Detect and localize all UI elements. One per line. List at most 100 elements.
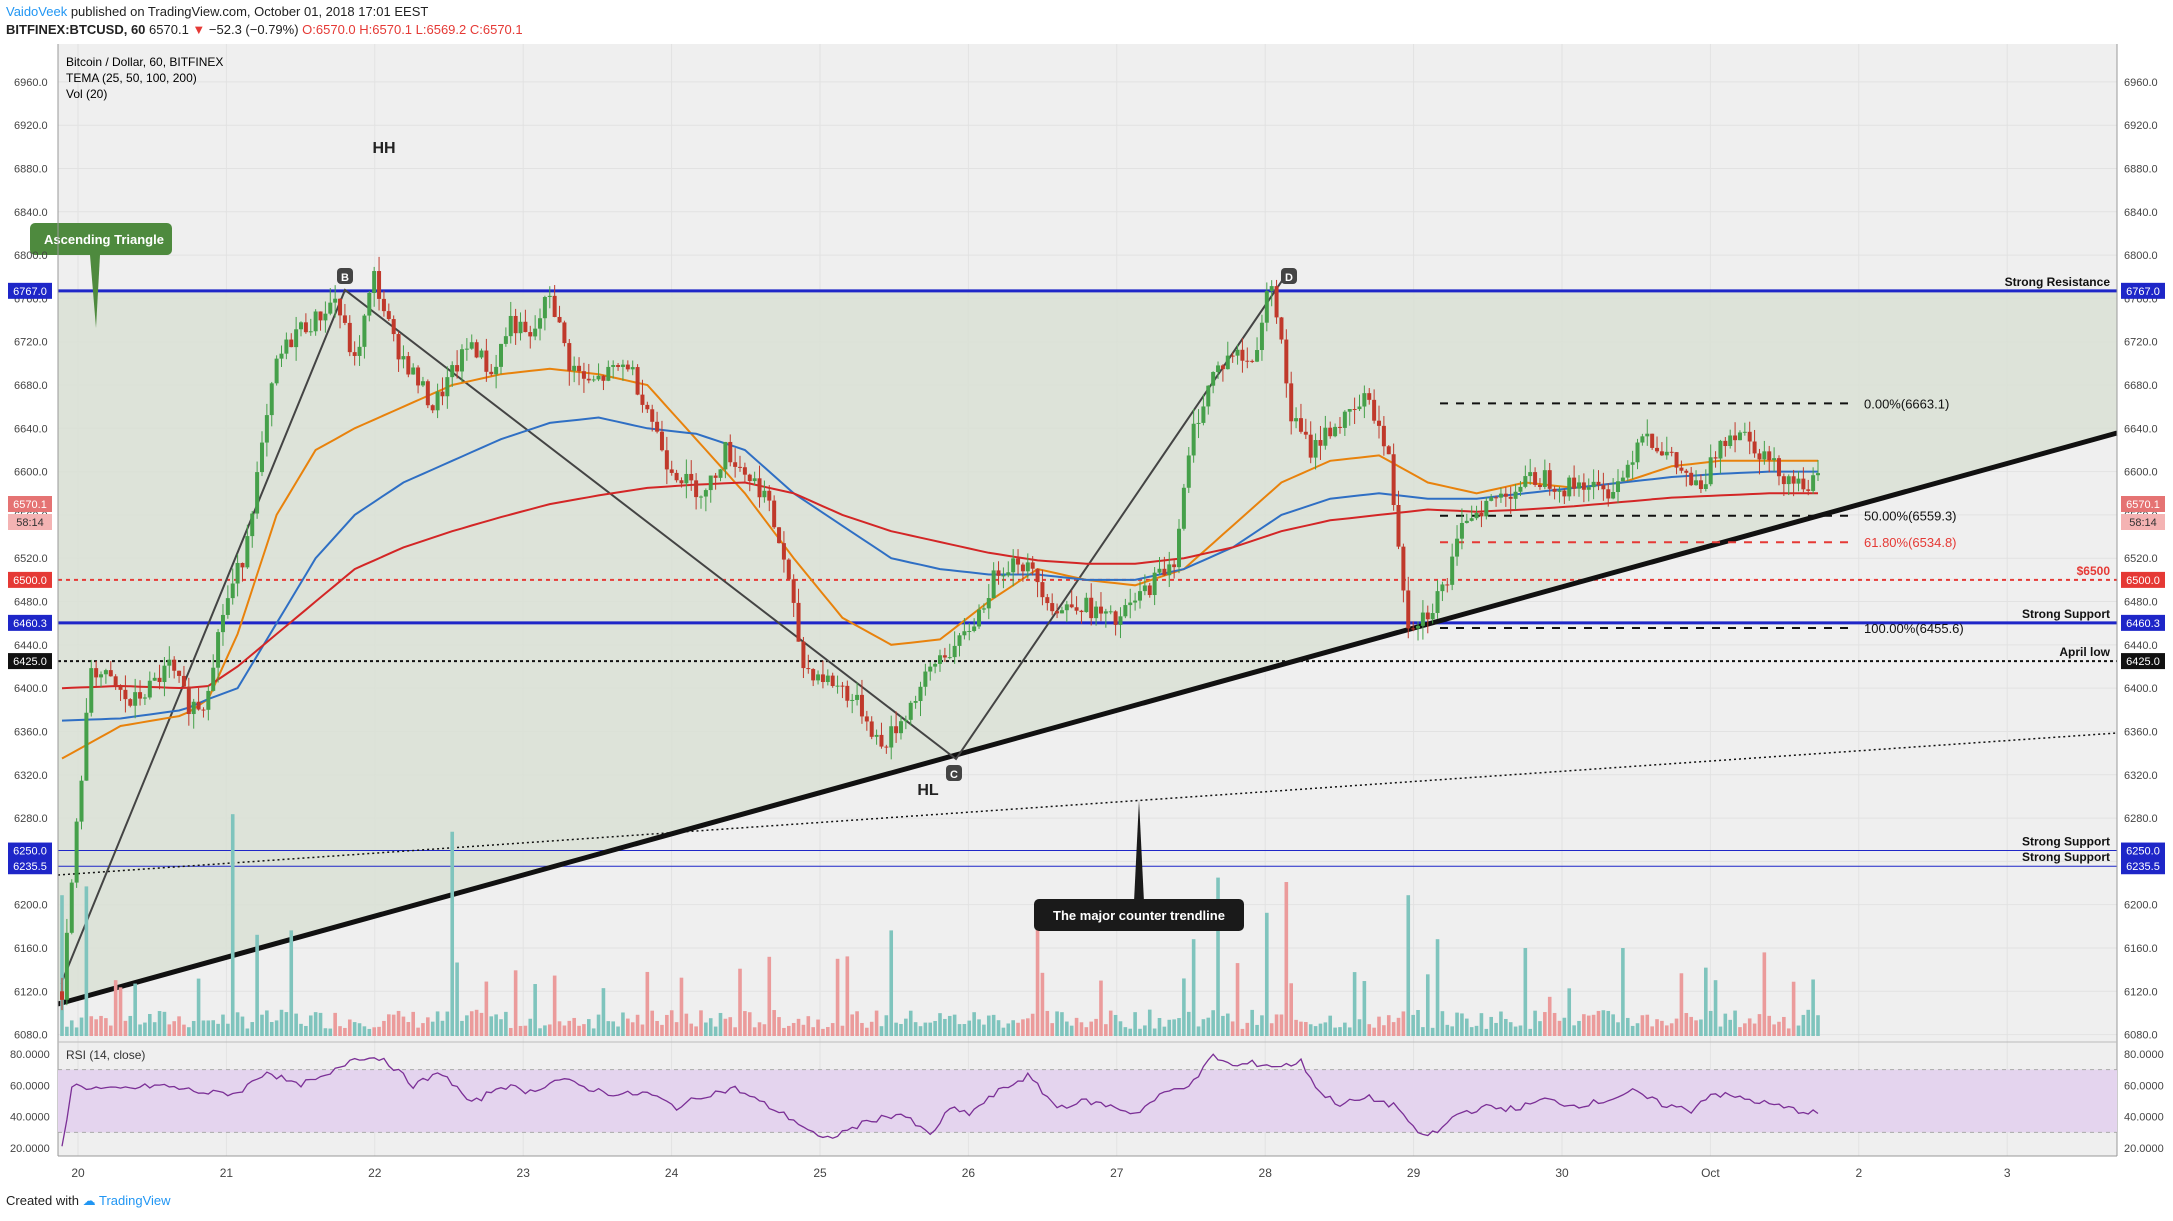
candle-up [1708, 457, 1713, 485]
volume-bar [1699, 1019, 1703, 1036]
candle-down [655, 421, 660, 432]
rsi-tick-right: 60.0000 [2124, 1080, 2164, 1092]
volume-bar [1679, 973, 1684, 1036]
candle-up [718, 469, 723, 478]
candle-up [611, 365, 616, 367]
candle-up [259, 442, 264, 473]
candle-down [1533, 472, 1538, 485]
volume-bar [1635, 1023, 1640, 1036]
volume-bar [1016, 1022, 1020, 1036]
candle-down [1508, 496, 1513, 499]
y-tick-right: 6680.0 [2124, 380, 2158, 392]
volume-bar [957, 1024, 962, 1036]
volume-bar [913, 1022, 918, 1036]
candle-down [1279, 317, 1284, 340]
volume-bar [1138, 1028, 1142, 1036]
volume-bar [1562, 1017, 1567, 1036]
y-tick-left: 6200.0 [14, 900, 48, 912]
candle-up [762, 490, 767, 498]
volume-bar [645, 971, 650, 1036]
candle-down [1381, 425, 1386, 447]
candle-down [377, 271, 382, 299]
candle-down [830, 675, 835, 687]
price-marker-right [2121, 653, 2165, 670]
price-marker-right [2121, 282, 2165, 299]
candle-down [1601, 485, 1606, 490]
candle-up [69, 882, 74, 933]
volume-bar [308, 1015, 313, 1036]
volume-bar [274, 1020, 279, 1036]
candle-up [1450, 556, 1455, 585]
candle-up [1455, 538, 1460, 557]
candle-down [738, 466, 743, 468]
price-marker-left [8, 614, 52, 631]
volume-bar [772, 1010, 776, 1036]
candle-up [1333, 426, 1338, 437]
volume-bar [1084, 1027, 1089, 1036]
candle-up [450, 365, 455, 378]
volume-bar [450, 831, 455, 1036]
volume-bar [304, 1025, 308, 1036]
price-marker-label-right: 6500.0 [2126, 575, 2160, 587]
candle-up [1635, 442, 1640, 463]
candle-up [445, 377, 450, 397]
volume-bar [1396, 1017, 1401, 1036]
volume-bar [294, 1013, 298, 1036]
candle-up [469, 342, 474, 349]
y-tick-right: 6720.0 [2124, 337, 2158, 349]
hl-label: HL [917, 782, 939, 799]
candle-down [1298, 418, 1303, 432]
volume-bars [60, 814, 1820, 1036]
candle-up [1469, 518, 1474, 521]
author-link[interactable]: VaidoVeek [6, 4, 68, 19]
candle-down [1684, 470, 1689, 473]
candle-up [367, 293, 372, 316]
volume-bar [426, 1017, 430, 1036]
candle-up [1630, 462, 1635, 465]
candle-down [664, 450, 669, 470]
volume-bar [977, 1019, 981, 1036]
volume-bar [621, 1012, 625, 1036]
volume-bar [1011, 1020, 1015, 1036]
volume-bar [279, 1009, 284, 1036]
volume-bar [518, 1025, 523, 1036]
candle-down [303, 322, 308, 333]
y-tick-left: 6640.0 [14, 423, 48, 435]
candle-up [1664, 451, 1669, 456]
volume-bar [89, 1016, 94, 1036]
candle-down [1098, 606, 1103, 614]
volume-bar [1591, 1014, 1596, 1036]
volume-bar [1294, 1019, 1298, 1036]
candle-down [820, 674, 825, 683]
candle-down [416, 367, 421, 386]
volume-bar [1782, 1016, 1786, 1036]
volume-bar [328, 1028, 333, 1036]
candle-up [1498, 493, 1503, 498]
candle-down [406, 356, 411, 375]
y-tick-left: 6360.0 [14, 726, 48, 738]
y-tick-left: 6520.0 [14, 553, 48, 565]
candle-down [440, 391, 445, 397]
candle-up [957, 635, 962, 646]
candle-down [1781, 476, 1786, 485]
candle-up [913, 701, 918, 703]
footer-brand[interactable]: TradingView [99, 1193, 171, 1208]
volume-bar [821, 1028, 825, 1036]
candle-down [1655, 447, 1660, 452]
y-tick-left: 6400.0 [14, 683, 48, 695]
candle-down [557, 316, 562, 323]
volume-bar [133, 983, 137, 1036]
volume-bar [743, 1011, 747, 1036]
volume-bar [104, 1018, 108, 1036]
volume-bar [362, 1026, 367, 1036]
y-tick-left: 6320.0 [14, 770, 48, 782]
price-marker-label-right: 6235.5 [2126, 861, 2160, 873]
candle-up [1181, 487, 1186, 529]
candle-down [777, 527, 782, 544]
candle-down [1391, 454, 1396, 506]
volume-bar [1572, 1025, 1576, 1036]
candle-up [1259, 322, 1264, 351]
counter-callout-box [1034, 899, 1244, 931]
candle-down [1396, 505, 1401, 547]
